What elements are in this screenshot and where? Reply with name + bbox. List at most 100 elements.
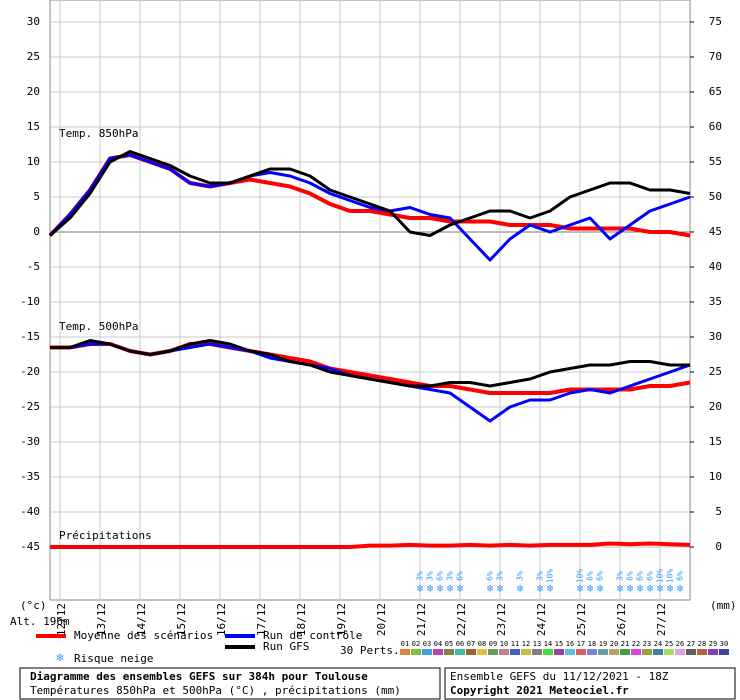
pert-label: 08 (478, 640, 486, 648)
snow-risk-label: 3% (426, 571, 435, 581)
pert-swatch (400, 649, 410, 655)
snowflake: ❄ (547, 582, 554, 595)
snowflake: ❄ (587, 582, 594, 595)
pert-label: 02 (412, 640, 420, 648)
pert-swatch (708, 649, 718, 655)
y-tick-label: -30 (20, 435, 40, 448)
pert-label: 25 (665, 640, 673, 648)
snow-risk-label: 6% (456, 571, 465, 581)
pert-label: 24 (654, 640, 662, 648)
pert-swatch (686, 649, 696, 655)
x-tick-label: 16/12 (215, 603, 228, 636)
snowflake: ❄ (457, 582, 464, 595)
pert-swatch (466, 649, 476, 655)
pert-label: 12 (522, 640, 530, 648)
pert-swatch (433, 649, 443, 655)
pert-label: 11 (511, 640, 519, 648)
y-tick-label: -35 (20, 470, 40, 483)
pert-swatch (631, 649, 641, 655)
y2-tick-label: 60 (709, 120, 722, 133)
snowflake: ❄ (647, 582, 654, 595)
pert-swatch (411, 649, 421, 655)
y-tick-label: 25 (27, 50, 40, 63)
y2-tick-label: 25 (709, 365, 722, 378)
y-tick-label: 5 (33, 190, 40, 203)
x-tick-label: 27/12 (655, 603, 668, 636)
panel-label: Temp. 500hPa (59, 320, 138, 333)
snow-risk-label: 6% (486, 571, 495, 581)
y-axis-label: (°c) (20, 599, 47, 612)
pert-swatch (444, 649, 454, 655)
x-tick-label: 12/12 (55, 603, 68, 636)
pert-label: 15 (555, 640, 563, 648)
pert-label: 13 (533, 640, 541, 648)
plot-area (49, 0, 691, 601)
x-tick-label: 17/12 (255, 603, 268, 636)
series-line (50, 339, 690, 388)
y2-tick-label: 10 (709, 470, 722, 483)
legend-label: Run de contrôle (263, 629, 362, 642)
pert-label: 04 (434, 640, 442, 648)
snowflake: ❄ (537, 582, 544, 595)
pert-swatch (422, 649, 432, 655)
pert-label: 01 (401, 640, 409, 648)
x-tick-label: 22/12 (455, 603, 468, 636)
y2-axis-label: (mm) (710, 599, 737, 612)
y2-tick-label: 15 (709, 435, 722, 448)
snow-risk-label: 3% (446, 571, 455, 581)
pert-swatch (598, 649, 608, 655)
pert-label: 10 (500, 640, 508, 648)
pert-label: 05 (445, 640, 453, 648)
pert-swatch (521, 649, 531, 655)
pert-swatch (510, 649, 520, 655)
pert-label: 30 (720, 640, 728, 648)
snow-risk-label: 10% (576, 569, 585, 584)
panel-label: Temp. 850hPa (59, 127, 138, 140)
pert-label: 14 (544, 640, 552, 648)
x-tick-label: 15/12 (175, 603, 188, 636)
snowflake: ❄ (497, 582, 504, 595)
legend-label: Run GFS (263, 640, 309, 653)
pert-label: 19 (599, 640, 607, 648)
pert-swatch (565, 649, 575, 655)
pert-swatch (609, 649, 619, 655)
pert-label: 06 (456, 640, 464, 648)
pert-label: 26 (676, 640, 684, 648)
pert-swatch (488, 649, 498, 655)
snow-risk-label: 6% (676, 571, 685, 581)
y2-tick-label: 50 (709, 190, 722, 203)
snowflake: ❄ (56, 651, 63, 665)
pert-label: 22 (632, 640, 640, 648)
snow-risk-label: 6% (636, 571, 645, 581)
pert-label: 21 (621, 640, 629, 648)
snowflake: ❄ (487, 582, 494, 595)
pert-swatch (719, 649, 729, 655)
y-tick-label: -40 (20, 505, 40, 518)
snowflake: ❄ (667, 582, 674, 595)
x-tick-label: 19/12 (335, 603, 348, 636)
y2-tick-label: 45 (709, 225, 722, 238)
y2-tick-label: 0 (715, 540, 722, 553)
snowflake: ❄ (617, 582, 624, 595)
snow-risk-label: 3% (416, 571, 425, 581)
snow-risk-label: 10% (656, 569, 665, 584)
snow-risk-label: 3% (616, 571, 625, 581)
snowflake: ❄ (427, 582, 434, 595)
snow-risk-label: 6% (436, 571, 445, 581)
y-tick-label: -15 (20, 330, 40, 343)
x-tick-label: 23/12 (495, 603, 508, 636)
title-box (19, 667, 441, 700)
y2-tick-label: 5 (715, 505, 722, 518)
pert-swatch (642, 649, 652, 655)
pert-label: 17 (577, 640, 585, 648)
altitude: Alt. 196m (10, 615, 70, 628)
snowflake: ❄ (577, 582, 584, 595)
perts-label: 30 Perts. (340, 644, 400, 657)
x-tick-label: 20/12 (375, 603, 388, 636)
pert-swatch (620, 649, 630, 655)
pert-swatch (697, 649, 707, 655)
pert-swatch (477, 649, 487, 655)
snow-risk-label: 10% (546, 569, 555, 584)
pert-swatch (653, 649, 663, 655)
